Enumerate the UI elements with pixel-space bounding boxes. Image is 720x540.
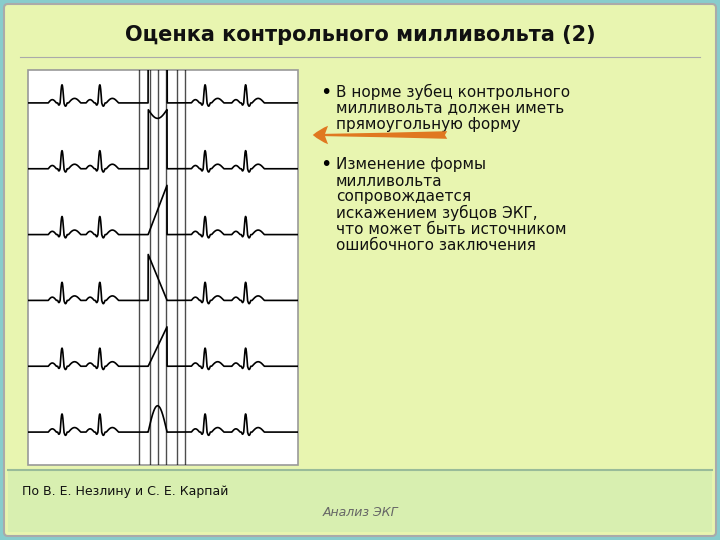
Text: искажением зубцов ЭКГ,: искажением зубцов ЭКГ,	[336, 205, 538, 221]
Text: милливольта: милливольта	[336, 173, 443, 188]
FancyBboxPatch shape	[4, 4, 716, 536]
Text: •: •	[320, 83, 331, 102]
Bar	[28, 70, 298, 465]
Text: Анализ ЭКГ: Анализ ЭКГ	[322, 505, 398, 518]
Text: что может быть источником: что может быть источником	[336, 221, 567, 237]
Text: В норме зубец контрольного: В норме зубец контрольного	[336, 84, 570, 100]
Bar	[8, 470, 712, 532]
Text: По В. Е. Незлину и С. Е. Карпай: По В. Е. Незлину и С. Е. Карпай	[22, 485, 228, 498]
Text: •: •	[320, 156, 331, 174]
Text: Изменение формы: Изменение формы	[336, 158, 486, 172]
Text: сопровождается: сопровождается	[336, 190, 471, 205]
Text: прямоугольную форму: прямоугольную форму	[336, 117, 521, 132]
Text: Оценка контрольного милливольта (2): Оценка контрольного милливольта (2)	[125, 25, 595, 45]
Text: милливольта должен иметь: милливольта должен иметь	[336, 100, 564, 116]
Text: ошибочного заключения: ошибочного заключения	[336, 238, 536, 253]
